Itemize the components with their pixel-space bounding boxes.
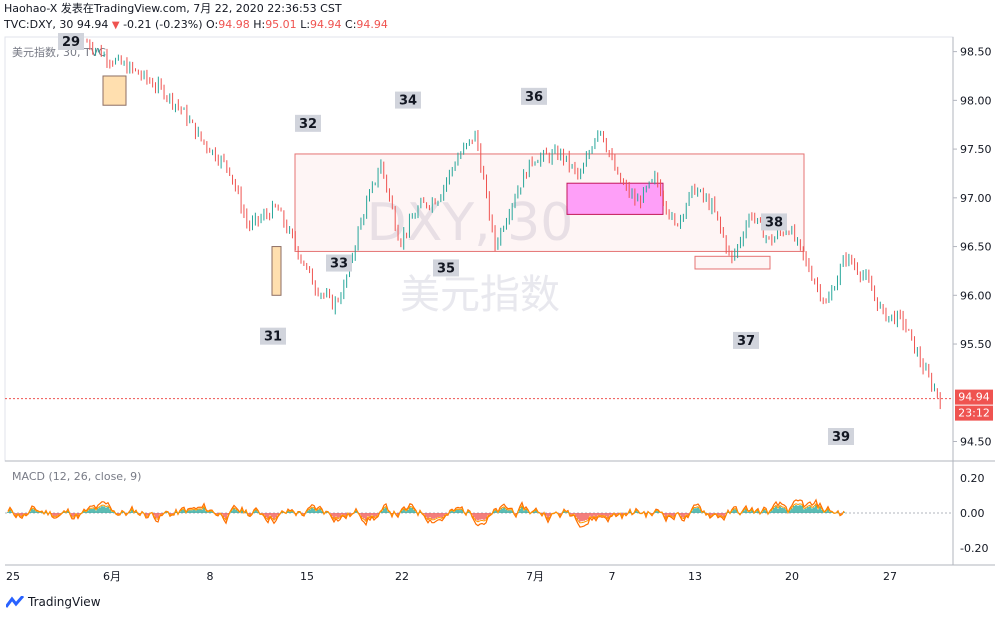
down-arrow-icon: ▼ xyxy=(111,20,120,31)
high-value: 95.01 xyxy=(265,18,297,31)
swing-label-text: 34 xyxy=(399,94,417,109)
macd-tick-label: -0.20 xyxy=(960,542,988,555)
x-tick-label: 20 xyxy=(785,570,799,583)
swing-label[interactable]: 35 xyxy=(433,259,459,277)
candles-layer xyxy=(5,38,953,410)
y-tick-label: 94.50 xyxy=(960,436,992,449)
open-value: 94.98 xyxy=(218,18,250,31)
countdown-badge-bg xyxy=(955,405,993,421)
macd-tick-label: 0.00 xyxy=(960,507,985,520)
swing-label-bg xyxy=(395,91,421,109)
x-axis: 25 6月 8 15 22 7月 7 13 20 27 xyxy=(6,570,897,583)
swing-label-bg xyxy=(828,428,854,445)
swing-label-bg xyxy=(326,254,352,272)
x-tick-label: 27 xyxy=(883,570,897,583)
swing-label-text: 35 xyxy=(437,261,455,276)
x-tick-label: 25 xyxy=(6,570,20,583)
close-value: 94.94 xyxy=(356,18,388,31)
swing-label[interactable]: 34 xyxy=(395,91,421,109)
macd-layer xyxy=(5,498,953,528)
close-label: C: xyxy=(345,18,357,31)
y-tick-label: 97.00 xyxy=(960,192,992,205)
swing-label[interactable]: 32 xyxy=(295,114,321,132)
tradingview-footer[interactable]: TradingView xyxy=(6,595,101,609)
swing-label[interactable]: 36 xyxy=(521,87,547,105)
signal-line xyxy=(7,502,845,524)
swing-label-text: 36 xyxy=(525,90,543,105)
swing-label[interactable]: 29 xyxy=(58,33,84,50)
symbol-ohlc-line: TVC:DXY, 30 94.94 ▼ -0.21 (-0.23%) O:94.… xyxy=(4,18,388,33)
zones-layer xyxy=(102,75,805,296)
x-tick-label: 7月 xyxy=(526,570,544,583)
y-tick-label: 96.50 xyxy=(960,241,992,254)
zone-rect[interactable] xyxy=(271,246,282,296)
swing-label-bg xyxy=(761,213,787,231)
swing-label[interactable]: 31 xyxy=(260,327,286,345)
swing-label-bg xyxy=(260,327,286,345)
price-badge-bg xyxy=(955,389,993,405)
y-tick-label: 98.50 xyxy=(960,46,992,59)
y-tick-label: 96.00 xyxy=(960,289,992,302)
swing-label[interactable]: 37 xyxy=(733,331,759,349)
swing-label-text: 38 xyxy=(765,215,783,230)
swing-labels: 29 31 32 33 34 35 36 37 38 39 xyxy=(58,33,854,445)
macd-label: MACD (12, 26, close, 9) xyxy=(12,470,141,483)
high-label: H: xyxy=(253,18,266,31)
watermark-name: 美元指数 xyxy=(400,272,560,318)
swing-label-text: 31 xyxy=(264,330,282,345)
price-badge-value: 94.94 xyxy=(958,391,990,404)
zone-rect[interactable] xyxy=(102,75,127,106)
low-label: L: xyxy=(300,18,311,31)
swing-label[interactable]: 38 xyxy=(761,213,787,231)
swing-label[interactable]: 33 xyxy=(326,254,352,272)
open-label: O: xyxy=(206,18,219,31)
y-tick-label: 97.50 xyxy=(960,143,992,156)
zone-rect[interactable] xyxy=(566,182,664,215)
footer-brand: TradingView xyxy=(28,595,101,609)
macd-axis: 0.20 0.00 -0.20 xyxy=(960,472,988,555)
change-value: -0.21 (-0.23%) xyxy=(123,18,203,31)
zone-rect[interactable] xyxy=(694,255,771,270)
swing-label-text: 39 xyxy=(832,430,850,445)
swing-label-text: 37 xyxy=(737,334,755,349)
swing-label-bg xyxy=(433,259,459,277)
swing-label-bg xyxy=(58,33,84,50)
y-tick-label: 95.50 xyxy=(960,338,992,351)
y-axis: 98.50 98.00 97.50 97.00 96.50 96.00 95.50 94.50 xyxy=(953,46,992,449)
y-tick-label: 98.00 xyxy=(960,94,992,107)
swing-label[interactable]: 39 xyxy=(828,428,854,445)
tradingview-logo-icon xyxy=(6,596,24,608)
swing-label-bg xyxy=(733,331,759,349)
x-tick-label: 15 xyxy=(300,570,314,583)
swing-label-bg xyxy=(295,114,321,132)
swing-label-text: 33 xyxy=(330,257,348,272)
x-tick-label: 6月 xyxy=(103,570,121,583)
macd-tick-label: 0.20 xyxy=(960,472,985,485)
countdown-badge-value: 23:12 xyxy=(958,407,990,420)
x-tick-label: 7 xyxy=(609,570,616,583)
x-tick-label: 13 xyxy=(688,570,702,583)
x-tick-label: 8 xyxy=(207,570,214,583)
publish-info: Haohao-X 发表在TradingView.com, 7月 22, 2020… xyxy=(4,2,342,15)
x-tick-label: 22 xyxy=(395,570,409,583)
swing-label-text: 29 xyxy=(62,35,80,50)
swing-label-bg xyxy=(521,87,547,105)
symbol-label[interactable]: TVC:DXY, 30 xyxy=(4,18,74,31)
swing-label-text: 32 xyxy=(299,117,317,132)
price-badge: 94.94 23:12 xyxy=(955,389,993,421)
zone-rect[interactable] xyxy=(294,153,805,252)
last-price: 94.94 xyxy=(76,18,109,31)
low-value: 94.94 xyxy=(310,18,342,31)
